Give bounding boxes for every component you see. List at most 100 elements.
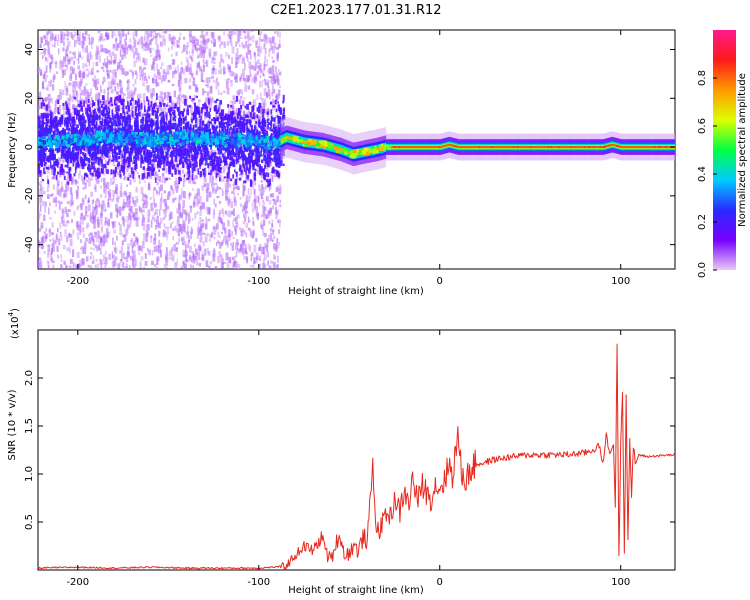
heatmap-cell <box>91 118 94 123</box>
heatmap-cell <box>143 223 145 231</box>
heatmap-cell <box>153 56 157 61</box>
heatmap-cell <box>128 139 132 146</box>
heatmap-cell <box>74 105 78 110</box>
heatmap-cell <box>128 124 131 130</box>
heatmap-cell <box>207 247 209 254</box>
heatmap-cell <box>206 162 210 166</box>
heatmap-cell <box>106 237 108 243</box>
heatmap-cell <box>96 198 99 202</box>
heatmap-cell <box>49 97 52 101</box>
heatmap-cell <box>102 242 105 247</box>
heatmap-cell <box>253 148 256 153</box>
heatmap-cell <box>224 189 227 195</box>
heatmap-cell <box>87 204 91 212</box>
heatmap-cell <box>171 54 173 57</box>
heatmap-cell <box>156 44 159 53</box>
heatmap-cell <box>80 98 84 102</box>
heatmap-cell <box>246 257 249 261</box>
heatmap-cell <box>221 190 224 196</box>
heatmap-cell <box>270 44 272 47</box>
heatmap-cell <box>82 48 85 52</box>
heatmap-cell <box>88 233 91 237</box>
heatmap-cell <box>201 46 204 53</box>
heatmap-cell <box>62 60 65 64</box>
heatmap-cell <box>197 142 200 149</box>
heatmap-cell <box>112 158 115 167</box>
heatmap-cell <box>97 157 100 163</box>
heatmap-cell <box>79 82 83 87</box>
heatmap-cell <box>43 214 46 221</box>
heatmap-cell <box>136 171 139 175</box>
heatmap-cell <box>123 252 125 258</box>
heatmap-cell <box>97 225 100 228</box>
heatmap-cell <box>96 150 99 155</box>
heatmap-cell <box>68 153 70 157</box>
heatmap-cell <box>88 237 92 244</box>
heatmap-cell <box>230 201 234 208</box>
heatmap-cell <box>59 92 62 100</box>
heatmap-cell <box>92 215 96 223</box>
heatmap-cell <box>219 155 221 163</box>
heatmap-cell <box>171 123 174 129</box>
heatmap-cell <box>190 232 192 240</box>
heatmap-cell <box>167 150 169 155</box>
heatmap-cell <box>275 72 278 77</box>
heatmap-cell <box>47 181 50 188</box>
heatmap-cell <box>163 230 166 236</box>
heatmap-cell <box>119 87 123 93</box>
heatmap-cell <box>106 233 108 239</box>
heatmap-cell <box>155 177 157 183</box>
heatmap-cell <box>47 249 50 255</box>
heatmap-cell <box>219 157 222 161</box>
heatmap-cell <box>67 209 71 212</box>
heatmap-cell <box>66 213 69 218</box>
heatmap-cell <box>184 249 187 257</box>
heatmap-cell <box>200 117 203 123</box>
heatmap-cell <box>243 255 246 260</box>
heatmap-cell <box>157 149 159 157</box>
heatmap-cell <box>116 197 120 203</box>
heatmap-cell <box>43 77 47 83</box>
heatmap-cell <box>202 103 205 110</box>
heatmap-cell <box>181 206 184 215</box>
heatmap-cell <box>113 53 117 62</box>
heatmap-cell <box>249 72 252 78</box>
heatmap-cell <box>96 169 98 174</box>
heatmap-cell <box>167 124 170 131</box>
heatmap-cell <box>86 222 90 228</box>
heatmap-cell <box>116 152 118 160</box>
heatmap-cell <box>68 167 72 171</box>
heatmap-cell <box>215 98 219 102</box>
heatmap-cell <box>153 67 156 72</box>
heatmap-cell <box>208 96 211 99</box>
heatmap-cell <box>185 259 189 263</box>
heatmap-cell <box>84 30 87 34</box>
heatmap-cell <box>134 47 138 56</box>
heatmap-cell <box>257 50 261 57</box>
heatmap-cell <box>88 59 91 66</box>
heatmap-cell <box>184 261 187 267</box>
heatmap-cell <box>78 259 82 267</box>
heatmap-cell <box>179 87 181 96</box>
heatmap-cell <box>60 163 63 169</box>
heatmap-cell <box>83 100 85 107</box>
heatmap-cell <box>265 34 268 40</box>
heatmap-cell <box>103 124 106 132</box>
heatmap-cell <box>66 209 70 212</box>
heatmap-cell <box>83 91 86 96</box>
heatmap-cell <box>43 163 46 167</box>
heatmap-cell <box>250 30 254 32</box>
heatmap-cell <box>266 58 269 66</box>
heatmap-cell <box>191 147 195 150</box>
heatmap-cell <box>119 122 122 126</box>
heatmap-cell <box>59 61 62 70</box>
heatmap-cell <box>240 73 243 79</box>
heatmap-cell <box>198 146 202 151</box>
heatmap-cell <box>39 205 42 212</box>
heatmap-cell <box>192 97 194 105</box>
heatmap-cell <box>198 99 200 108</box>
heatmap-cell <box>107 190 110 195</box>
heatmap-cell <box>156 63 158 71</box>
heatmap-cell <box>259 74 262 79</box>
heatmap-cell <box>238 155 241 160</box>
